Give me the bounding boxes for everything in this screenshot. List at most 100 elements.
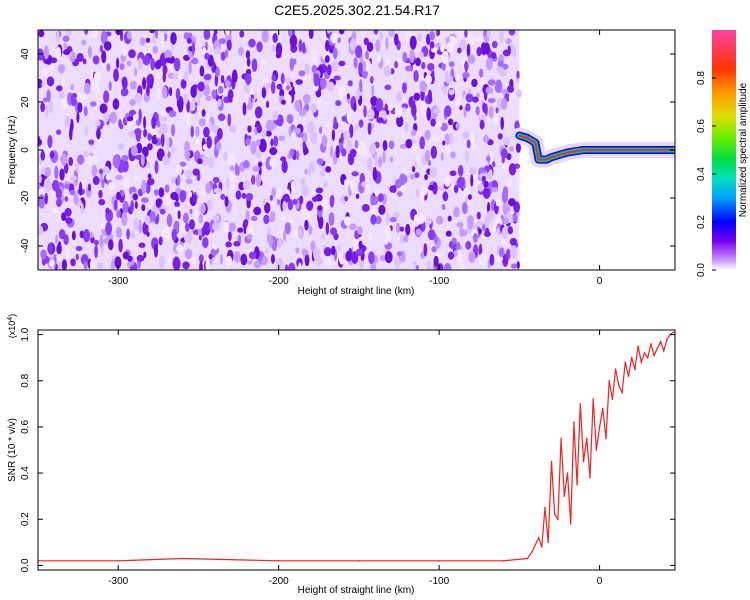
spectrogram-noise-cell [345, 178, 351, 186]
snr-point [531, 550, 533, 553]
spectrogram-noise-cell [427, 160, 432, 166]
spectrogram-noise-cell [202, 237, 209, 249]
snr-point [608, 379, 611, 382]
snr-point [646, 356, 649, 359]
snr-point [627, 375, 630, 377]
spectrogram-noise-cell [76, 112, 80, 123]
spectrogram-noise-cell [190, 125, 194, 138]
spectrogram-noise-cell [140, 153, 145, 167]
spectrogram-noise-cell [495, 196, 501, 207]
spectrogram-noise-cell [255, 139, 261, 147]
spectrogram-noise-cell [302, 93, 311, 104]
spectrogram-noise-cell [335, 145, 340, 159]
spectrogram-noise-cell [253, 206, 262, 216]
spectrogram-noise-cell [46, 89, 51, 103]
spectrogram-noise-cell [198, 213, 203, 224]
spectrogram-noise-cell [130, 145, 138, 157]
spectrogram-noise-cell [516, 174, 521, 185]
spectrogram-noise-cell [358, 240, 363, 251]
spectrogram-noise-cell [349, 223, 357, 231]
spectrogram-noise-cell [189, 208, 193, 215]
spectrogram-noise-cell [286, 113, 294, 124]
spectrogram-noise-cell [335, 100, 342, 107]
spectrogram-noise-cell [252, 165, 260, 172]
spectrogram-noise-cell [138, 242, 146, 248]
spectrogram-noise-cell [401, 130, 405, 138]
spectrogram-noise-cell [94, 239, 99, 246]
spectrogram-noise-cell [385, 109, 390, 115]
spectrogram-noise-cell [179, 161, 187, 167]
spectrogram-y-tick-label: 20 [20, 96, 31, 108]
spectrogram-noise-cell [413, 115, 417, 121]
spectrogram-noise-cell [80, 203, 84, 215]
spectrogram-noise-cell [226, 39, 232, 51]
spectrogram-noise-cell [368, 251, 375, 264]
snr-point [589, 476, 591, 479]
spectrogram-noise-cell [148, 127, 157, 136]
spectrogram-noise-cell [52, 207, 59, 215]
spectrogram-noise-cell [331, 245, 336, 256]
spectrogram-noise-cell [272, 242, 277, 252]
spectrogram-noise-cell [476, 211, 481, 220]
spectrogram-noise-cell [164, 184, 170, 193]
spectrogram-noise-cell [350, 180, 357, 192]
spectrogram-noise-cell [57, 63, 66, 74]
spectrogram-noise-cell [433, 255, 439, 267]
spectrogram-noise-cell [212, 222, 221, 231]
spectrogram-noise-cell [159, 208, 166, 215]
spectrogram-noise-cell [121, 90, 127, 97]
snr-point [656, 347, 659, 350]
spectrogram-noise-cell [453, 206, 460, 218]
spectrogram-noise-cell [154, 30, 159, 39]
spectrogram-noise-cell [353, 102, 357, 112]
spectrogram-noise-cell [63, 234, 69, 246]
colorbar-tick-label: 0.6 [696, 119, 707, 133]
spectrogram-noise-cell [411, 129, 417, 137]
spectrogram-noise-cell [500, 97, 508, 111]
spectrogram-noise-cell [151, 116, 157, 130]
spectrogram-noise-cell [413, 92, 421, 101]
spectrogram-noise-cell [44, 192, 48, 205]
spectrogram-noise-cell [105, 173, 112, 181]
spectrogram-noise-cell [270, 138, 274, 147]
spectrogram-noise-cell [234, 163, 239, 176]
spectrogram-noise-cell [272, 110, 279, 121]
spectrogram-noise-cell [444, 105, 452, 117]
spectrogram-noise-cell [404, 65, 413, 72]
snr-point [573, 421, 575, 424]
snr-panel: -300 -200 -100 0 0.0 0.2 0.4 0.6 0.8 1.0 Height … [7, 314, 676, 596]
spectrogram-noise-cell [84, 30, 89, 35]
spectrogram-noise-cell [184, 233, 192, 244]
spectrogram-noise-cell [459, 229, 468, 237]
spectrogram-noise-cell [351, 239, 359, 246]
spectrogram-noise-cell [346, 93, 350, 100]
spectrogram-noise-cell [476, 92, 480, 98]
spectrogram-noise-cell [409, 173, 415, 180]
snr-point [569, 523, 572, 525]
spectrogram-noise-cell [116, 57, 120, 69]
spectrogram-noise-cell [303, 147, 309, 155]
spectrogram-noise-cell [92, 176, 100, 186]
spectrogram-noise-cell [212, 215, 220, 222]
snr-point [662, 349, 665, 352]
spectrogram-noise-cell [301, 248, 306, 256]
spectrogram-noise-cell [58, 213, 63, 222]
spectrogram-noise-cell [268, 234, 274, 248]
spectrogram-noise-cell [436, 263, 444, 270]
spectrogram-noise-cell [465, 241, 472, 250]
spectrogram-noise-cell [113, 199, 118, 211]
spectrogram-noise-cell [203, 73, 212, 81]
spectrogram-noise-cell [203, 221, 211, 236]
spectrogram-noise-cell [492, 161, 496, 168]
spectrogram-noise-cell [108, 81, 112, 91]
spectrogram-noise-cell [378, 156, 383, 168]
spectrogram-noise-cell [264, 202, 271, 214]
snr-point [605, 437, 607, 440]
spectrogram-noise-cell [507, 226, 514, 235]
spectrogram-noise-cell [378, 204, 386, 215]
spectrogram-noise-cell [397, 58, 401, 67]
spectrogram-noise-cell [329, 195, 335, 208]
spectrogram-noise-cell [152, 33, 157, 44]
spectrogram-noise-cell [289, 57, 295, 71]
